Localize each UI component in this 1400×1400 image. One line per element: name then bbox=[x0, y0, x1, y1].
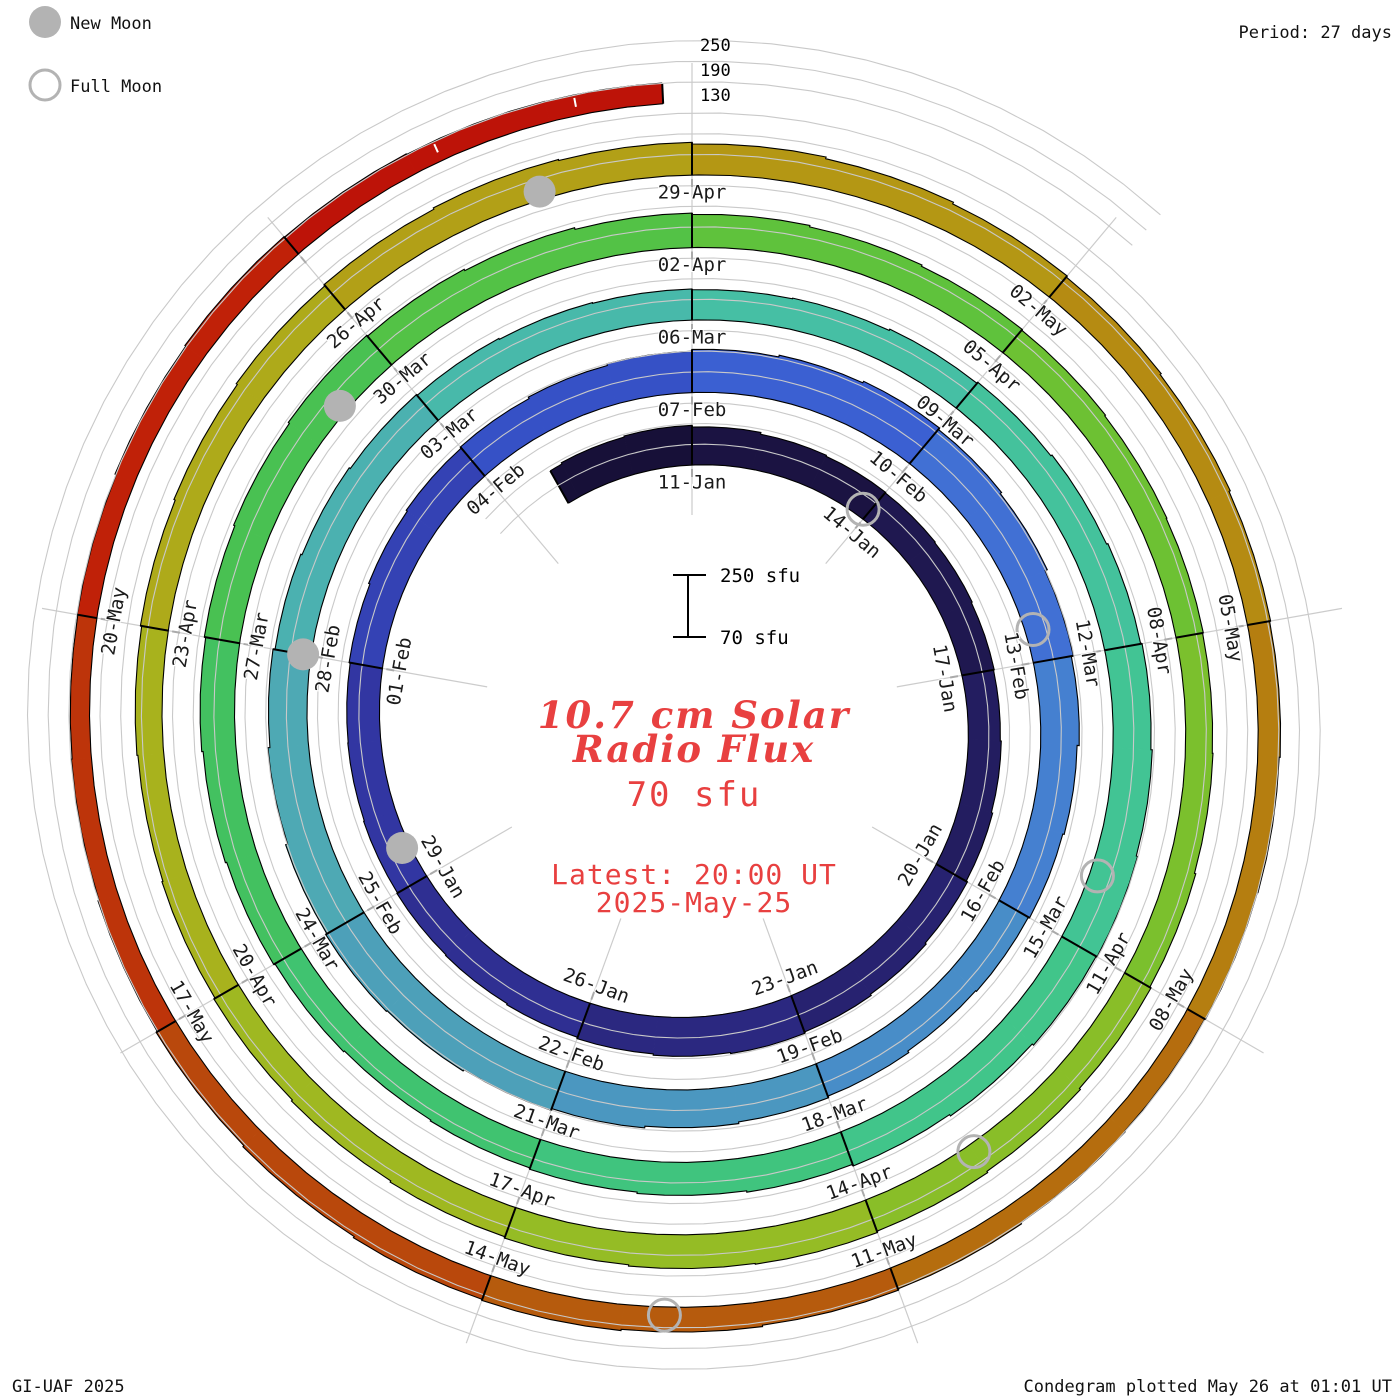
full-moon-marker bbox=[845, 491, 881, 527]
flux-band-segment bbox=[628, 1229, 756, 1269]
spiral-date-label: 05-May bbox=[1213, 592, 1247, 663]
flux-band-segment bbox=[1081, 415, 1168, 530]
spiral-date-label: 07-Feb bbox=[658, 399, 727, 421]
radial-scale-labels: 250 190 130 bbox=[700, 36, 731, 106]
segment-ticks bbox=[76, 97, 1271, 1301]
flux-band-segment bbox=[406, 101, 550, 174]
spiral-date-label: 02-Apr bbox=[658, 254, 727, 276]
flux-band-segment bbox=[70, 614, 98, 760]
latest-date-label: 2025-May-25 bbox=[596, 886, 792, 919]
scalebar-top-label: 250 sfu bbox=[720, 565, 800, 587]
spiral-date-label: 01-Feb bbox=[383, 636, 417, 707]
flux-band-segment bbox=[606, 350, 693, 405]
new-moon-legend-label: New Moon bbox=[70, 14, 152, 34]
full-moon-marker bbox=[646, 1297, 682, 1333]
flux-band-segment bbox=[1098, 747, 1153, 857]
spiral-date-label: 29-Apr bbox=[658, 182, 727, 204]
flux-band-segment bbox=[114, 345, 204, 483]
flux-band-segment bbox=[785, 297, 890, 359]
flux-band-segment bbox=[161, 873, 239, 999]
flux-band-segment bbox=[636, 1157, 747, 1196]
plotted-timestamp-label: Condegram plotted May 26 at 01:01 UT bbox=[1024, 1377, 1392, 1397]
scalebar-bottom-label: 70 sfu bbox=[720, 627, 789, 649]
flux-band-segment bbox=[267, 745, 327, 845]
spiral-date-label: 27-Mar bbox=[240, 611, 274, 682]
flux-band-segment bbox=[1187, 885, 1258, 1020]
radial-scale-190: 190 bbox=[700, 61, 731, 81]
flux-band-segment bbox=[959, 738, 1002, 813]
period-label: Period: 27 days bbox=[1238, 23, 1392, 43]
full-moon-marker bbox=[1079, 858, 1115, 894]
spiral-date-label: 11-Jan bbox=[658, 472, 727, 494]
radial-scale-130: 130 bbox=[700, 86, 731, 106]
flux-band-segment bbox=[347, 740, 397, 822]
flux-band-segment bbox=[1247, 620, 1281, 758]
flux-band-segment bbox=[644, 1085, 740, 1128]
new-moon-marker bbox=[287, 638, 320, 671]
latest-flux-value: 70 sfu bbox=[627, 775, 762, 815]
new-moon-marker bbox=[386, 832, 419, 864]
flux-band-segment bbox=[498, 302, 600, 369]
chart-title-line2: Radio Flux bbox=[572, 727, 815, 771]
full-moon-icon bbox=[28, 68, 62, 102]
latest-time-label: Latest: 20:00 UT bbox=[551, 858, 837, 891]
flux-band-segment bbox=[961, 669, 1001, 742]
full-moon-legend-label: Full Moon bbox=[70, 77, 162, 97]
moon-markers bbox=[287, 175, 1115, 1333]
spiral-date-label: 06-Mar bbox=[658, 327, 727, 349]
flux-band-segment bbox=[623, 425, 693, 475]
new-moon-marker bbox=[523, 175, 556, 208]
flux-band-segment bbox=[691, 214, 811, 258]
flux-band-segment bbox=[199, 636, 240, 752]
chart-title-line1: 10.7 cm Solar bbox=[538, 693, 851, 737]
radial-scale-250: 250 bbox=[700, 36, 731, 56]
legend: New Moon Full Moon bbox=[28, 6, 162, 102]
flux-band-segment bbox=[233, 422, 320, 541]
flux-band-segment bbox=[71, 757, 119, 901]
flux-scalebar bbox=[673, 574, 706, 638]
flux-band-segment bbox=[346, 662, 383, 744]
flux-band-segment bbox=[1175, 632, 1213, 754]
flux-band-segment bbox=[1004, 936, 1097, 1046]
flux-band-segment bbox=[889, 967, 977, 1052]
full-moon-marker bbox=[956, 1134, 992, 1170]
flux-band-segment bbox=[691, 289, 793, 329]
flux-band-segment bbox=[801, 226, 923, 294]
flux-band-segment bbox=[1167, 751, 1214, 874]
flux-band-segment bbox=[1139, 374, 1231, 501]
new-moon-marker bbox=[323, 389, 356, 422]
credit-label: GI-UAF 2025 bbox=[12, 1377, 125, 1397]
new-moon-icon bbox=[29, 6, 61, 38]
flux-gridline-spirals bbox=[26, 40, 1321, 1370]
flux-band-segment bbox=[389, 1155, 516, 1238]
full-moon-marker bbox=[1015, 612, 1051, 647]
spiral-date-label: 20-May bbox=[97, 585, 131, 656]
spiral-flux-bands bbox=[69, 82, 1282, 1333]
spiral-date-label: 23-Apr bbox=[169, 598, 203, 669]
